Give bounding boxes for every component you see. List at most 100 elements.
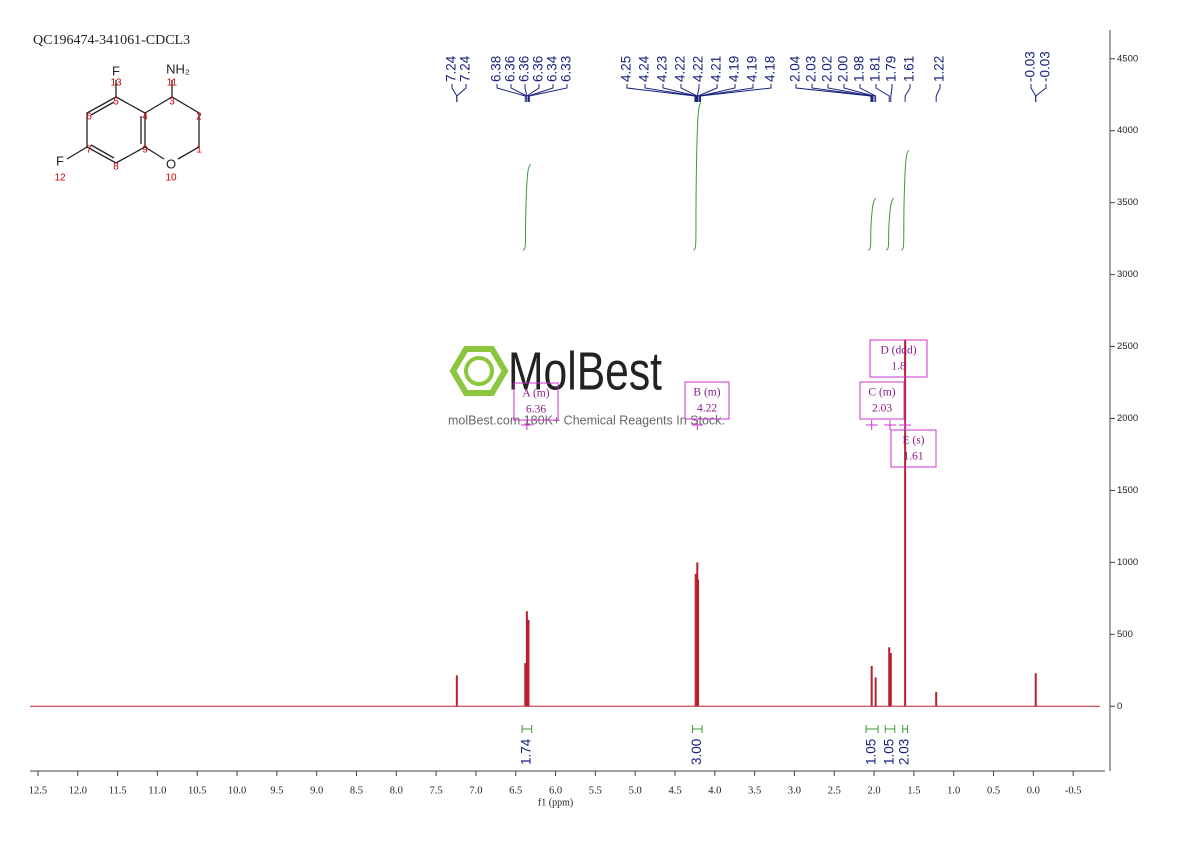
peak-label: 1.79 xyxy=(884,56,899,82)
multiplet-box xyxy=(890,429,937,468)
multiplet-shift: 1.61 xyxy=(903,451,923,463)
peak-leader xyxy=(699,84,754,102)
multiplet-box xyxy=(869,339,928,378)
x-tick-label: 10.0 xyxy=(228,785,246,796)
integral-bracket xyxy=(521,725,533,733)
x-axis-label: f1 (ppm) xyxy=(538,797,573,808)
integral-bracket xyxy=(884,725,896,733)
peak-leader xyxy=(890,84,893,102)
peak-label: 4.25 xyxy=(619,56,634,82)
integral-curve xyxy=(867,198,877,251)
peak-label: 4.23 xyxy=(655,56,670,82)
peak-leader xyxy=(904,84,911,102)
atom-label: 5 xyxy=(113,97,119,108)
atom-label: 4 xyxy=(142,112,148,123)
peak-label: 6.34 xyxy=(545,55,560,82)
peak-label: 4.24 xyxy=(637,55,652,82)
x-tick-label: 6.5 xyxy=(509,785,522,796)
x-tick-label: 7.0 xyxy=(469,785,482,796)
x-tick-label: 3.0 xyxy=(788,785,801,796)
x-tick-label: 3.5 xyxy=(748,785,761,796)
peak-label: 4.22 xyxy=(691,56,706,82)
y-tick-label: 0 xyxy=(1117,701,1122,712)
atom-label: 2 xyxy=(196,112,202,123)
atom-label: 1 xyxy=(196,145,202,156)
integral-curve xyxy=(693,102,702,251)
peak-label: 6.36 xyxy=(503,56,518,82)
atom-label: 11 xyxy=(167,78,178,89)
multiplet-tick xyxy=(899,420,912,430)
x-tick-label: 5.5 xyxy=(589,785,602,796)
x-tick-label: 6.0 xyxy=(549,785,562,796)
y-tick-label: 3000 xyxy=(1117,269,1138,280)
peak-leader xyxy=(811,84,873,102)
peak-label: 4.19 xyxy=(727,56,742,82)
integral-curve xyxy=(900,150,910,251)
integral-label: 1.74 xyxy=(518,738,533,765)
multiplet-shift: 2.03 xyxy=(872,403,892,415)
peak-leader xyxy=(644,84,697,102)
multiplet-shift: 1.8 xyxy=(891,361,906,373)
peak-leader xyxy=(1030,84,1037,102)
multiplet-box xyxy=(513,382,559,421)
multiplet-box xyxy=(859,381,905,420)
atom-label: 3 xyxy=(169,97,175,108)
x-tick-label: 2.5 xyxy=(828,785,841,796)
multiplet-tick xyxy=(520,420,533,430)
peak-label: 2.04 xyxy=(788,55,803,82)
integral-bracket xyxy=(902,725,909,733)
peak-label: -0.03 xyxy=(1038,51,1053,82)
atom-label: 9 xyxy=(142,145,148,156)
atom-label: NH₂ xyxy=(166,61,190,76)
x-tick-label: 12.0 xyxy=(69,785,87,796)
peak-label: 4.19 xyxy=(745,56,760,82)
peak-label: 7.24 xyxy=(458,55,473,82)
peak-label: -0.03 xyxy=(1023,51,1038,82)
multiplet-label: E (s) xyxy=(902,435,924,447)
multiplet-tick xyxy=(884,420,896,430)
x-tick-label: 1.0 xyxy=(947,785,960,796)
peak-leader xyxy=(526,84,540,102)
multiplet-label: D (ddd) xyxy=(880,345,916,357)
integral-label: 1.05 xyxy=(882,739,897,765)
peak-label: 1.22 xyxy=(932,56,947,82)
peak-label: 1.98 xyxy=(852,56,867,82)
peak-leader xyxy=(456,84,467,102)
y-tick-label: 4000 xyxy=(1117,125,1138,136)
x-tick-label: 8.5 xyxy=(350,785,363,796)
structure-bonds xyxy=(66,80,200,164)
x-tick-label: -0.5 xyxy=(1065,785,1082,796)
peak-label: 7.24 xyxy=(444,55,459,82)
peak-leader xyxy=(843,84,875,102)
peak-leader xyxy=(528,84,568,102)
integral-bracket xyxy=(692,725,703,733)
peak-leader xyxy=(696,84,700,102)
x-tick-label: 10.5 xyxy=(188,785,206,796)
peak-leader xyxy=(935,84,941,102)
peak-leader xyxy=(1035,84,1047,102)
x-tick-label: 11.0 xyxy=(148,785,166,796)
peak-leader xyxy=(859,84,877,102)
peak-label: 6.36 xyxy=(531,56,546,82)
x-tick-label: 12.5 xyxy=(29,785,47,796)
x-tick-label: 11.5 xyxy=(109,785,127,796)
peak-leader xyxy=(795,84,872,102)
peak-leader xyxy=(662,84,697,102)
peak-leader xyxy=(527,84,554,102)
y-tick-label: 2500 xyxy=(1117,341,1138,352)
multiplet-label: A (m) xyxy=(522,388,549,400)
y-tick-label: 1000 xyxy=(1117,557,1138,568)
integral-curve xyxy=(522,164,532,251)
x-tick-label: 9.0 xyxy=(310,785,323,796)
atom-label: O xyxy=(166,156,176,171)
peak-label: 2.02 xyxy=(820,56,835,82)
y-tick-label: 2000 xyxy=(1117,413,1138,424)
watermark-tagline: molBest.com 180K+ Chemical Reagents In S… xyxy=(448,413,725,427)
peak-label: 6.33 xyxy=(559,56,574,82)
peak-label: 6.38 xyxy=(489,56,504,82)
peak-label: 2.00 xyxy=(836,56,851,82)
x-tick-label: 9.5 xyxy=(270,785,283,796)
multiplet-box xyxy=(684,381,730,420)
x-tick-label: 4.5 xyxy=(668,785,681,796)
atom-label: 10 xyxy=(165,173,177,184)
